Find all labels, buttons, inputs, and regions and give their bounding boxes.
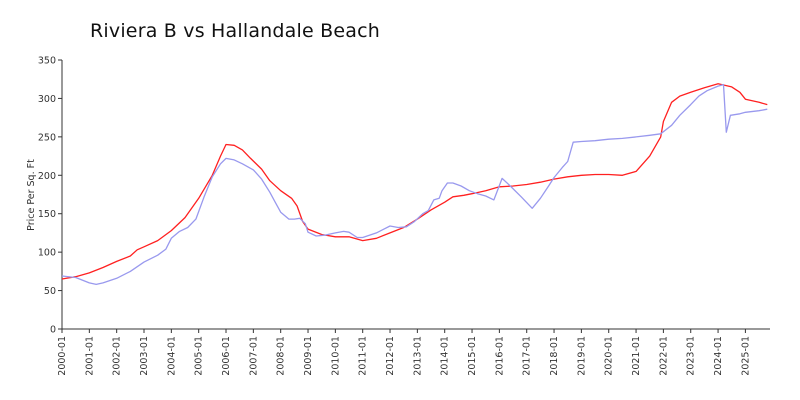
x-tick-label: 2005-01 [194, 336, 205, 376]
x-tick-label: 2022-01 [658, 336, 669, 376]
x-tick-label: 2017-01 [522, 336, 533, 376]
x-tick-label: 2008-01 [276, 336, 287, 376]
y-tick-label: 50 [44, 286, 56, 297]
series-line-1 [61, 83, 768, 280]
y-tick-label: 100 [38, 248, 56, 259]
y-tick-label: 250 [38, 132, 56, 143]
y-tick-label: 200 [38, 171, 56, 182]
x-tick-label: 2001-01 [84, 336, 95, 376]
x-tick-label: 2012-01 [385, 336, 396, 376]
x-axis: 2000-01 2001-01 2002-01 2003-01 2004-01 2005-… [57, 328, 770, 376]
x-tick-label: 2007-01 [248, 336, 259, 376]
x-tick-label: 2013-01 [412, 336, 423, 376]
y-tick-label: 0 [50, 325, 56, 336]
x-tick-label: 2010-01 [330, 336, 341, 376]
y-axis: 0 50 100 150 200 250 300 350 [38, 56, 63, 336]
x-tick-label: 2024-01 [713, 336, 724, 376]
x-tick-label: 2025-01 [740, 336, 751, 376]
chart-title: Riviera B vs Hallandale Beach [90, 20, 380, 42]
x-tick-label: 2015-01 [467, 336, 478, 376]
x-tick-label: 2019-01 [576, 336, 587, 376]
x-tick-label: 2018-01 [549, 336, 560, 376]
x-tick-label: 2016-01 [494, 336, 505, 376]
series-line-2 [61, 83, 768, 286]
x-tick-label: 2004-01 [166, 336, 177, 376]
x-tick-label: 2023-01 [686, 336, 697, 376]
x-tick-label: 2014-01 [440, 336, 451, 376]
y-axis-label: Price Per Sq. Ft [26, 159, 37, 231]
series-layer [61, 83, 768, 286]
x-tick-label: 2000-01 [57, 336, 68, 376]
x-tick-label: 2021-01 [631, 336, 642, 376]
x-tick-label: 2002-01 [112, 336, 123, 376]
x-tick-label: 2020-01 [604, 336, 615, 376]
x-tick-label: 2009-01 [303, 336, 314, 376]
x-tick-label: 2011-01 [358, 336, 369, 376]
y-tick-label: 150 [38, 209, 56, 220]
x-tick-label: 2006-01 [221, 336, 232, 376]
x-tick-label: 2003-01 [139, 336, 150, 376]
y-tick-label: 350 [38, 56, 56, 67]
y-tick-label: 300 [38, 94, 56, 105]
